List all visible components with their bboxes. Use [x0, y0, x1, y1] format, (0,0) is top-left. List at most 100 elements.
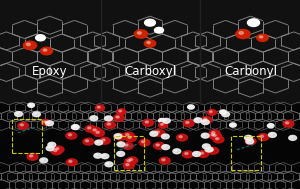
Circle shape — [40, 158, 48, 163]
Bar — [0, 0, 300, 104]
Circle shape — [97, 141, 99, 143]
Circle shape — [179, 136, 182, 138]
Circle shape — [83, 138, 94, 145]
Circle shape — [224, 113, 226, 114]
Circle shape — [244, 135, 252, 140]
Circle shape — [85, 140, 89, 142]
Circle shape — [116, 135, 118, 136]
Circle shape — [125, 135, 136, 142]
Circle shape — [162, 159, 165, 161]
Circle shape — [159, 122, 168, 128]
Circle shape — [152, 132, 154, 134]
Circle shape — [268, 132, 276, 137]
Circle shape — [144, 40, 156, 47]
Circle shape — [122, 143, 133, 149]
Circle shape — [105, 122, 116, 128]
Circle shape — [99, 137, 110, 144]
Circle shape — [47, 122, 50, 123]
Circle shape — [283, 120, 294, 127]
Circle shape — [164, 146, 166, 147]
Circle shape — [248, 139, 251, 141]
Bar — [0, 104, 300, 189]
Circle shape — [91, 127, 101, 134]
Text: Epoxy: Epoxy — [32, 65, 67, 78]
Circle shape — [134, 30, 148, 38]
Circle shape — [101, 154, 109, 159]
Circle shape — [156, 144, 159, 146]
Circle shape — [161, 134, 169, 139]
Circle shape — [119, 110, 122, 112]
Circle shape — [26, 43, 30, 46]
Circle shape — [185, 153, 188, 155]
Circle shape — [117, 151, 124, 156]
Circle shape — [236, 29, 250, 39]
Circle shape — [204, 145, 206, 146]
Circle shape — [183, 120, 194, 127]
Circle shape — [270, 134, 273, 135]
Circle shape — [36, 35, 45, 41]
Circle shape — [208, 110, 217, 115]
Circle shape — [163, 135, 166, 137]
Circle shape — [159, 157, 170, 164]
Circle shape — [260, 36, 263, 38]
Circle shape — [127, 157, 138, 164]
Circle shape — [286, 122, 289, 124]
Circle shape — [98, 106, 100, 108]
Circle shape — [27, 153, 38, 160]
Circle shape — [48, 147, 50, 148]
Circle shape — [95, 105, 104, 111]
Circle shape — [201, 117, 212, 123]
Circle shape — [46, 121, 53, 126]
Circle shape — [260, 135, 264, 137]
Circle shape — [290, 136, 293, 138]
Circle shape — [88, 127, 91, 129]
Circle shape — [154, 27, 164, 33]
Circle shape — [116, 116, 119, 118]
Circle shape — [38, 36, 41, 38]
Circle shape — [175, 150, 177, 151]
Text: Carboxyl: Carboxyl — [124, 65, 176, 78]
Circle shape — [42, 159, 44, 160]
Circle shape — [203, 134, 206, 136]
Circle shape — [230, 123, 236, 127]
Circle shape — [156, 131, 159, 133]
Circle shape — [126, 164, 129, 166]
Circle shape — [162, 145, 170, 150]
Circle shape — [114, 134, 122, 139]
Bar — [231, 136, 261, 170]
Circle shape — [246, 136, 249, 138]
Circle shape — [209, 111, 212, 112]
Circle shape — [115, 133, 126, 140]
Circle shape — [147, 42, 150, 44]
Circle shape — [205, 147, 213, 152]
Circle shape — [212, 132, 215, 134]
Circle shape — [66, 132, 77, 139]
Circle shape — [119, 143, 121, 144]
Circle shape — [248, 140, 250, 142]
Bar — [114, 136, 144, 170]
Circle shape — [103, 155, 105, 156]
Circle shape — [107, 123, 110, 125]
Circle shape — [53, 146, 64, 153]
Circle shape — [90, 116, 98, 121]
Circle shape — [56, 148, 59, 150]
Circle shape — [68, 134, 72, 136]
Circle shape — [209, 130, 220, 137]
Circle shape — [92, 117, 94, 118]
Circle shape — [125, 144, 128, 146]
Circle shape — [164, 119, 167, 121]
Circle shape — [211, 134, 214, 136]
Circle shape — [123, 162, 134, 169]
Circle shape — [94, 153, 102, 158]
Circle shape — [158, 119, 165, 123]
Circle shape — [150, 131, 158, 136]
Circle shape — [96, 131, 99, 133]
Circle shape — [239, 32, 243, 34]
Circle shape — [289, 136, 297, 140]
Circle shape — [213, 136, 224, 143]
Bar — [12, 119, 42, 153]
Circle shape — [246, 139, 254, 144]
Circle shape — [20, 124, 23, 126]
Circle shape — [40, 47, 52, 55]
Circle shape — [211, 133, 221, 140]
